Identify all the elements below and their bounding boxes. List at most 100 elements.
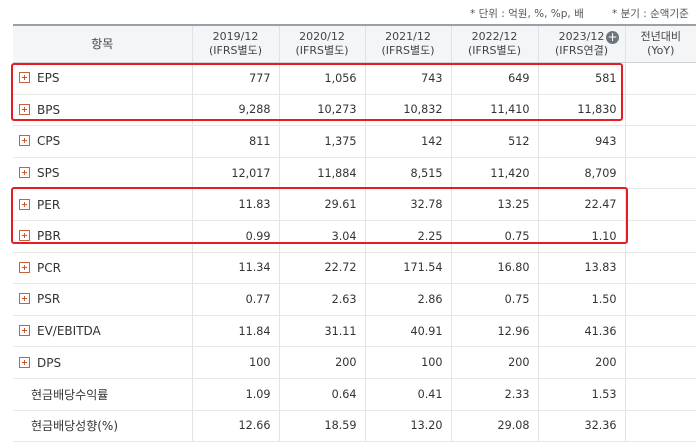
value-cell: 40.91 xyxy=(364,315,451,348)
yoy-cell xyxy=(624,125,696,158)
table-row: PER 11.83 29.61 32.78 13.25 22.47 xyxy=(13,188,696,221)
row-label[interactable]: EV/EBITDA xyxy=(13,315,192,348)
table-header-row: 항목 2019/12 (IFRS별도) 2020/12 (IFRS별도) 2021/… xyxy=(13,24,696,63)
expand-columns-plus-icon[interactable]: + xyxy=(606,30,619,44)
row-label-text: 현금배당수익률 xyxy=(31,387,109,402)
value-cell: 16.80 xyxy=(450,252,538,285)
value-cell: 31.11 xyxy=(278,315,365,348)
value-cell: 11,410 xyxy=(450,94,538,127)
row-label-text: 현금배당성향(%) xyxy=(31,419,119,434)
value-cell: 9,288 xyxy=(191,94,279,127)
table-row: PBR 0.99 3.04 2.25 0.75 1.10 xyxy=(13,220,696,253)
value-cell: 10,273 xyxy=(278,94,365,127)
value-cell: 1.10 xyxy=(537,220,625,253)
value-cell: 41.36 xyxy=(537,315,625,348)
value-cell: 11,884 xyxy=(278,157,365,190)
row-label[interactable]: PER xyxy=(13,188,192,221)
value-cell: 0.75 xyxy=(450,283,538,316)
value-cell: 1,375 xyxy=(278,125,365,158)
row-label-text: PSR xyxy=(37,292,61,307)
expand-row-plus-icon[interactable] xyxy=(19,356,30,368)
value-cell: 11,420 xyxy=(450,157,538,190)
value-cell: 10,832 xyxy=(364,94,451,127)
yoy-cell xyxy=(624,188,696,221)
value-cell: 142 xyxy=(364,125,451,158)
value-cell: 743 xyxy=(364,62,451,95)
value-cell: 1.53 xyxy=(537,378,625,411)
yoy-cell xyxy=(624,283,696,316)
yoy-cell xyxy=(624,157,696,190)
value-cell: 2.63 xyxy=(278,283,365,316)
value-cell: 2.33 xyxy=(450,378,538,411)
row-label[interactable]: DPS xyxy=(13,346,192,379)
expand-row-plus-icon[interactable] xyxy=(19,261,30,273)
row-label-text: PER xyxy=(37,197,61,212)
expand-row-plus-icon[interactable] xyxy=(19,103,30,115)
column-header-item: 항목 xyxy=(13,24,192,63)
value-cell: 12.96 xyxy=(450,315,538,348)
row-label[interactable]: PCR xyxy=(13,252,192,285)
row-label[interactable]: PBR xyxy=(13,220,192,253)
table-row: BPS 9,288 10,273 10,832 11,410 11,830 xyxy=(13,94,696,127)
row-label[interactable]: SPS xyxy=(13,157,192,190)
row-label[interactable]: EPS xyxy=(13,62,192,95)
expand-row-plus-icon[interactable] xyxy=(19,198,30,210)
row-label[interactable]: PSR xyxy=(13,283,192,316)
value-cell: 11.84 xyxy=(191,315,279,348)
value-cell: 22.47 xyxy=(537,188,625,221)
value-cell: 0.77 xyxy=(191,283,279,316)
value-cell: 171.54 xyxy=(364,252,451,285)
table-row: DPS 100 200 100 200 200 xyxy=(13,346,696,379)
expand-row-plus-icon[interactable] xyxy=(19,167,30,179)
table-row: 현금배당수익률 1.09 0.64 0.41 2.33 1.53 xyxy=(13,378,696,411)
expand-row-plus-icon[interactable] xyxy=(19,230,30,242)
period-basis-note: * 분기 : 순액기준 xyxy=(612,8,689,20)
row-label-text: EPS xyxy=(37,71,60,86)
yoy-cell xyxy=(624,62,696,95)
yoy-cell xyxy=(624,378,696,411)
value-cell: 0.75 xyxy=(450,220,538,253)
value-cell: 11,830 xyxy=(537,94,625,127)
value-cell: 512 xyxy=(450,125,538,158)
yoy-cell xyxy=(624,315,696,348)
value-cell: 29.61 xyxy=(278,188,365,221)
row-label-text: SPS xyxy=(37,166,60,181)
value-cell: 1.50 xyxy=(537,283,625,316)
yoy-cell xyxy=(624,252,696,285)
value-cell: 13.83 xyxy=(537,252,625,285)
column-header-period: 2020/12 (IFRS별도) xyxy=(278,24,365,63)
value-cell: 1,056 xyxy=(278,62,365,95)
value-cell: 2.25 xyxy=(364,220,451,253)
column-header-period: 2021/12 (IFRS별도) xyxy=(364,24,451,63)
expand-row-plus-icon[interactable] xyxy=(19,325,30,337)
row-label-text: PBR xyxy=(37,229,61,244)
value-cell: 3.04 xyxy=(278,220,365,253)
row-label[interactable]: CPS xyxy=(13,125,192,158)
value-cell: 2.86 xyxy=(364,283,451,316)
value-cell: 649 xyxy=(450,62,538,95)
yoy-cell xyxy=(624,94,696,127)
yoy-cell xyxy=(624,220,696,253)
table-row: PSR 0.77 2.63 2.86 0.75 1.50 xyxy=(13,283,696,316)
value-cell: 777 xyxy=(191,62,279,95)
value-cell: 100 xyxy=(364,346,451,379)
table-row: PCR 11.34 22.72 171.54 16.80 13.83 xyxy=(13,252,696,285)
value-cell: 200 xyxy=(537,346,625,379)
financial-ratio-table: 항목 2019/12 (IFRS별도) 2020/12 (IFRS별도) 2021/… xyxy=(13,24,696,442)
row-label-text: DPS xyxy=(37,355,62,370)
expand-row-plus-icon[interactable] xyxy=(19,135,30,147)
value-cell: 22.72 xyxy=(278,252,365,285)
row-label[interactable]: BPS xyxy=(13,94,192,127)
value-cell: 200 xyxy=(278,346,365,379)
value-cell: 0.99 xyxy=(191,220,279,253)
value-cell: 943 xyxy=(537,125,625,158)
expand-row-plus-icon[interactable] xyxy=(19,72,30,84)
value-cell: 13.25 xyxy=(450,188,538,221)
row-label-text: PCR xyxy=(37,260,61,275)
value-cell: 100 xyxy=(191,346,279,379)
row-label-text: BPS xyxy=(37,102,61,117)
column-header-period: 2022/12 (IFRS별도) xyxy=(450,24,538,63)
expand-row-plus-icon[interactable] xyxy=(19,293,30,305)
value-cell: 8,515 xyxy=(364,157,451,190)
value-cell: 200 xyxy=(450,346,538,379)
